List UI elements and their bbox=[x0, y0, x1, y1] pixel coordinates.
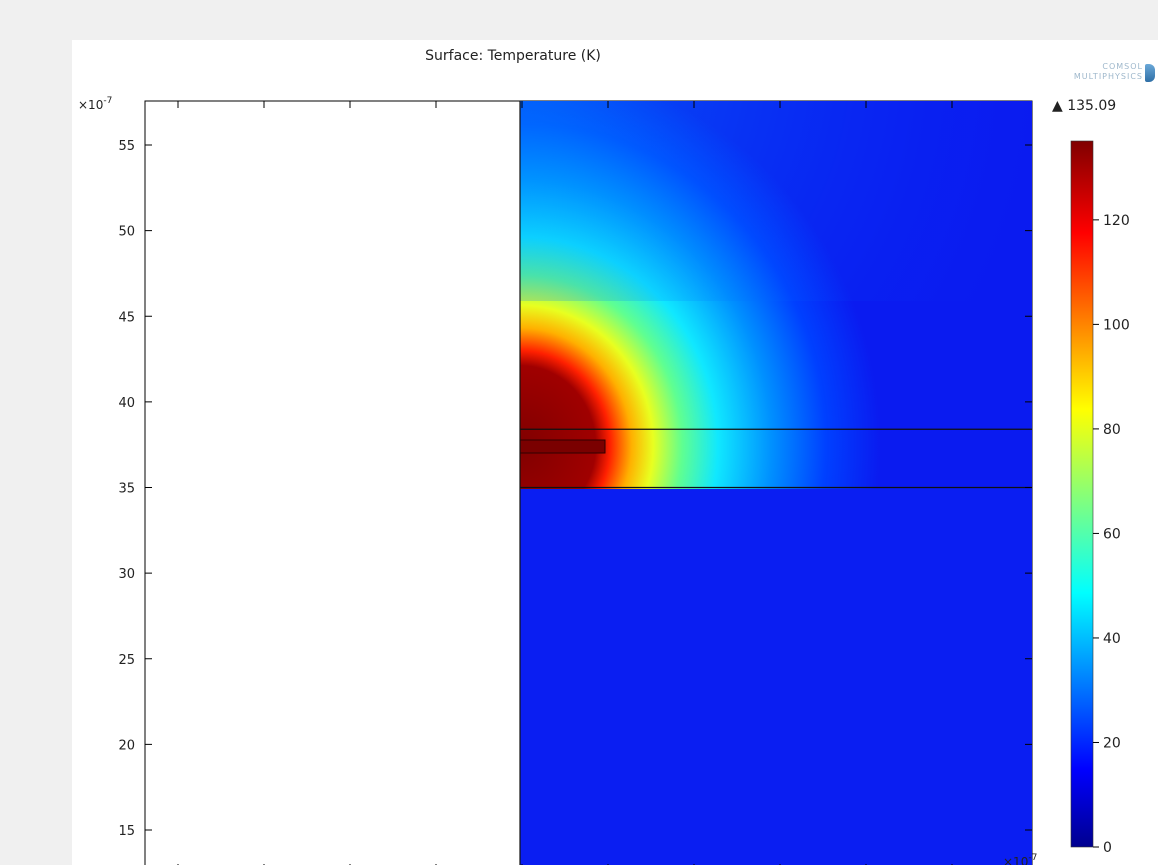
watermark-line1: COMSOL bbox=[1102, 62, 1143, 71]
colorbar-tick-label: 60 bbox=[1103, 526, 1121, 542]
colorbar-ticks: 120 100 80 60 40 20 0 bbox=[1093, 213, 1130, 856]
watermark-line2: MULTIPHYSICS bbox=[1073, 72, 1143, 81]
lower-domain-field bbox=[520, 489, 1032, 865]
y-tick-label: 55 bbox=[118, 139, 135, 154]
colorbar-tick-label: 100 bbox=[1103, 317, 1130, 333]
heater-strip bbox=[519, 439, 606, 454]
comsol-logo-icon bbox=[1145, 64, 1155, 82]
top-axis-ticks bbox=[177, 101, 953, 108]
plot-title: Surface: Temperature (K) bbox=[425, 48, 601, 64]
y-tick-label: 40 bbox=[118, 396, 135, 411]
colorbar-tick-label: 120 bbox=[1103, 213, 1130, 229]
y-axis-ticks: 55 50 45 40 35 30 25 20 15 bbox=[118, 139, 1032, 839]
y-tick-label: 50 bbox=[118, 225, 135, 240]
y-tick-label: 45 bbox=[118, 310, 135, 325]
y-axis-exponent: ×10-7 bbox=[78, 96, 112, 112]
x-axis-exponent: ×10-7 bbox=[1003, 853, 1037, 865]
colorbar-tick-label: 0 bbox=[1103, 840, 1112, 856]
y-tick-label: 30 bbox=[118, 567, 135, 582]
colorbar-max-label: ▲ 135.09 bbox=[1052, 98, 1116, 114]
y-tick-label: 20 bbox=[118, 738, 135, 753]
colorbar bbox=[1070, 140, 1094, 848]
y-tick-label: 15 bbox=[118, 824, 135, 839]
y-tick-label: 35 bbox=[118, 482, 135, 497]
upper-domain-field bbox=[520, 101, 1032, 489]
colorbar-tick-label: 40 bbox=[1103, 631, 1121, 647]
y-tick-label: 25 bbox=[118, 653, 135, 668]
colorbar-tick-label: 80 bbox=[1103, 422, 1121, 438]
colorbar-tick-label: 20 bbox=[1103, 735, 1121, 751]
comsol-watermark-logo: COMSOL MULTIPHYSICS bbox=[1018, 62, 1155, 86]
